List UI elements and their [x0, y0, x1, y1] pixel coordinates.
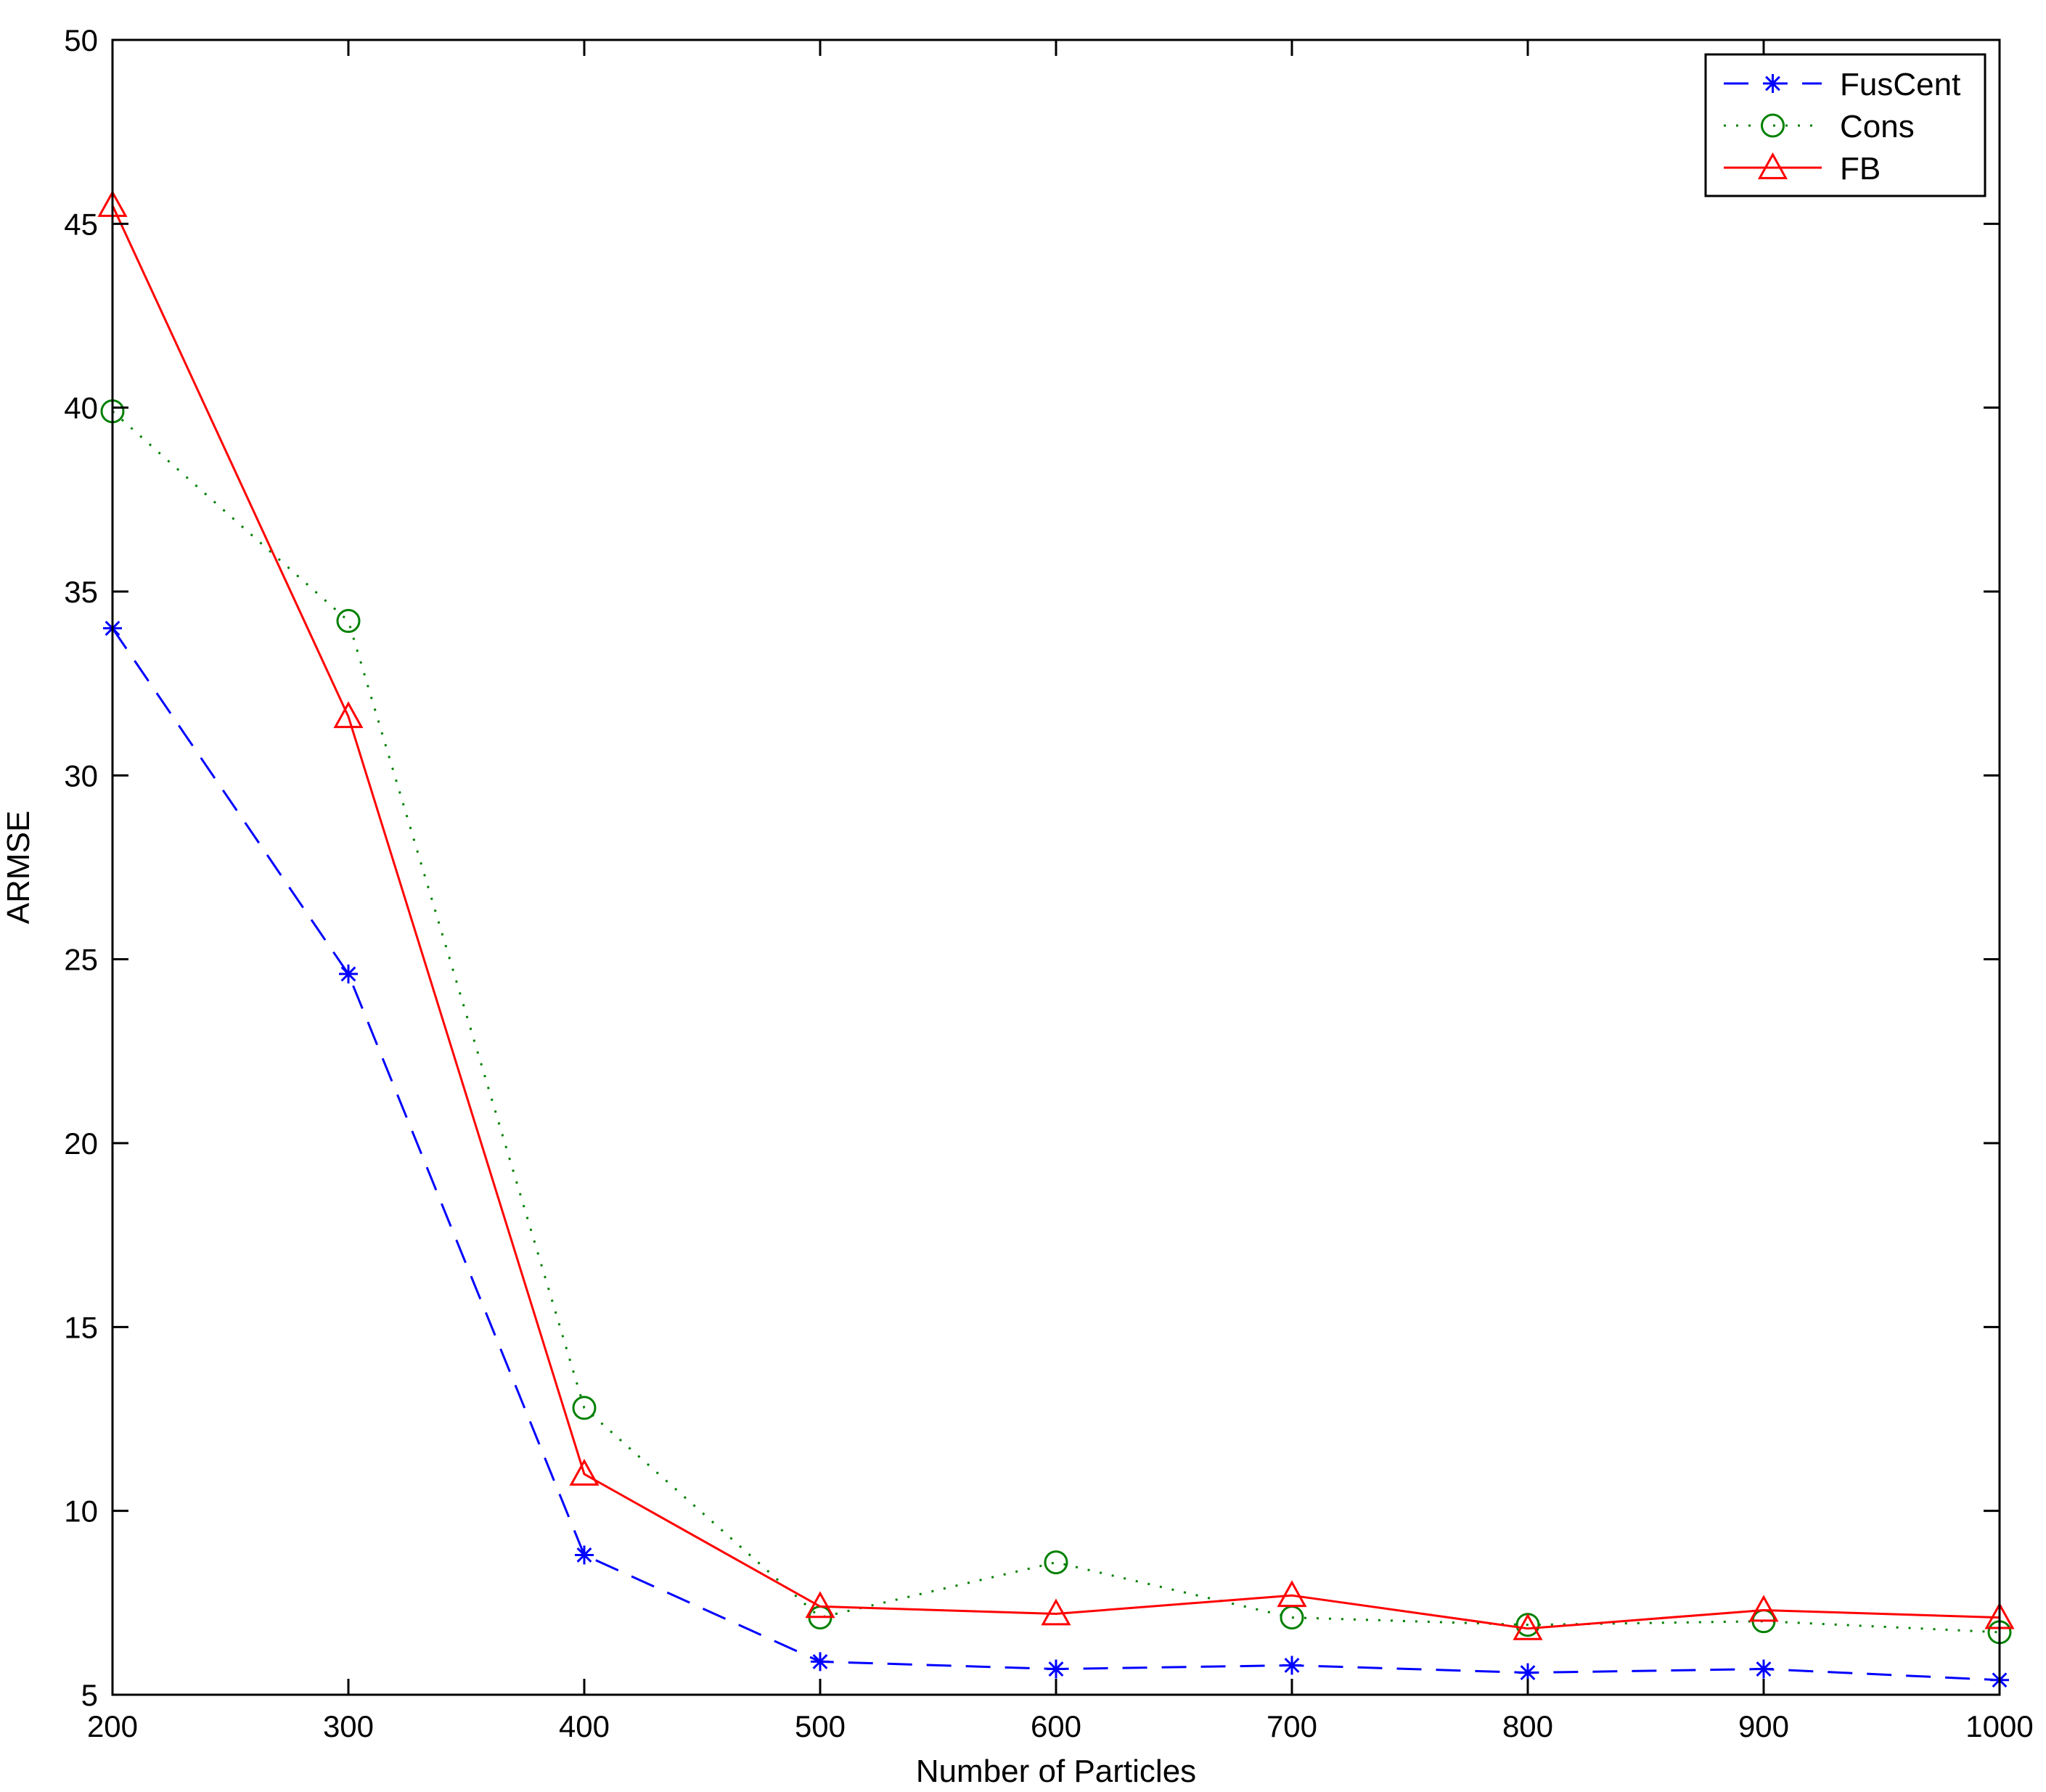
data-point-triangle-marker — [1277, 1580, 1307, 1608]
y-tick-label: 15 — [64, 1310, 98, 1344]
x-tick-label: 800 — [1502, 1709, 1553, 1743]
y-tick-label: 10 — [64, 1494, 98, 1529]
series-line-fb — [111, 205, 2000, 1630]
asterisk-stroke — [1756, 1661, 1772, 1677]
circle-shape — [336, 609, 361, 634]
triangle-shape — [1748, 1595, 1779, 1622]
legend-label: FusCent — [1840, 67, 1960, 102]
data-point-asterisk-marker — [339, 964, 358, 983]
legend-label: FB — [1840, 151, 1881, 187]
data-point-triangle-marker — [1041, 1598, 1071, 1626]
legend-label: Cons — [1840, 109, 1915, 144]
x-tick-label: 400 — [559, 1709, 610, 1743]
y-tick-label: 25 — [64, 943, 98, 977]
y-tick-label: 30 — [64, 758, 98, 793]
circle-shape — [1044, 1550, 1068, 1575]
data-point-triangle-marker — [333, 701, 364, 729]
data-point-circle-marker — [572, 1396, 597, 1420]
data-point-circle-marker — [336, 609, 361, 634]
x-tick-label: 900 — [1738, 1709, 1789, 1743]
x-tick-label: 300 — [323, 1709, 374, 1743]
asterisk-stroke — [1520, 1665, 1536, 1681]
data-point-triangle-marker — [805, 1591, 835, 1619]
x-tick-label: 700 — [1267, 1709, 1317, 1743]
circle-shape — [572, 1396, 597, 1420]
y-axis-title: ARMSE — [1, 811, 36, 924]
data-point-triangle-marker — [1757, 152, 1788, 179]
x-axis-title: Number of Particles — [916, 1754, 1196, 1788]
triangle-shape — [1513, 1613, 1543, 1640]
y-tick-label: 45 — [64, 207, 98, 241]
data-point-triangle-marker — [569, 1458, 600, 1486]
triangle-shape — [1041, 1598, 1071, 1626]
data-point-triangle-marker — [1513, 1613, 1543, 1640]
data-point-asterisk-marker — [1282, 1656, 1301, 1675]
triangle-shape — [1277, 1580, 1307, 1608]
asterisk-stroke — [812, 1653, 828, 1669]
data-point-triangle-marker — [1748, 1595, 1779, 1622]
x-tick-label: 500 — [795, 1709, 846, 1743]
axis-ticks: 200 300 400 500 600 700 800 900 1000 5 10 15 20 25 30 3… — [64, 23, 2033, 1743]
data-point-asterisk-marker — [1754, 1659, 1773, 1679]
triangle-shape — [569, 1458, 600, 1486]
y-tick-label: 20 — [64, 1126, 98, 1161]
y-tick-label: 50 — [64, 23, 98, 57]
data-point-asterisk-marker — [1763, 74, 1783, 93]
legend-box — [1704, 53, 1986, 197]
x-tick-label: 1000 — [1965, 1709, 2033, 1743]
circle-shape — [1761, 113, 1785, 138]
y-tick-label: 5 — [81, 1678, 98, 1712]
triangle-shape — [805, 1591, 835, 1619]
x-tick-label: 600 — [1031, 1709, 1081, 1743]
x-tick-label: 200 — [87, 1709, 138, 1743]
y-tick-label: 35 — [64, 575, 98, 609]
data-point-circle-marker — [1044, 1550, 1068, 1575]
asterisk-stroke — [1765, 75, 1780, 91]
data-point-asterisk-marker — [575, 1545, 594, 1565]
asterisk-stroke — [576, 1547, 592, 1563]
y-tick-label: 40 — [64, 391, 98, 425]
data-point-circle-marker — [1761, 113, 1785, 138]
legend: FusCent Cons FB — [1704, 53, 1986, 197]
asterisk-stroke — [1284, 1658, 1300, 1673]
data-point-asterisk-marker — [811, 1652, 830, 1672]
asterisk-stroke — [340, 966, 356, 982]
data-point-asterisk-marker — [1047, 1659, 1065, 1679]
triangle-shape — [1757, 152, 1788, 179]
triangle-shape — [333, 701, 364, 729]
asterisk-stroke — [1048, 1661, 1064, 1677]
